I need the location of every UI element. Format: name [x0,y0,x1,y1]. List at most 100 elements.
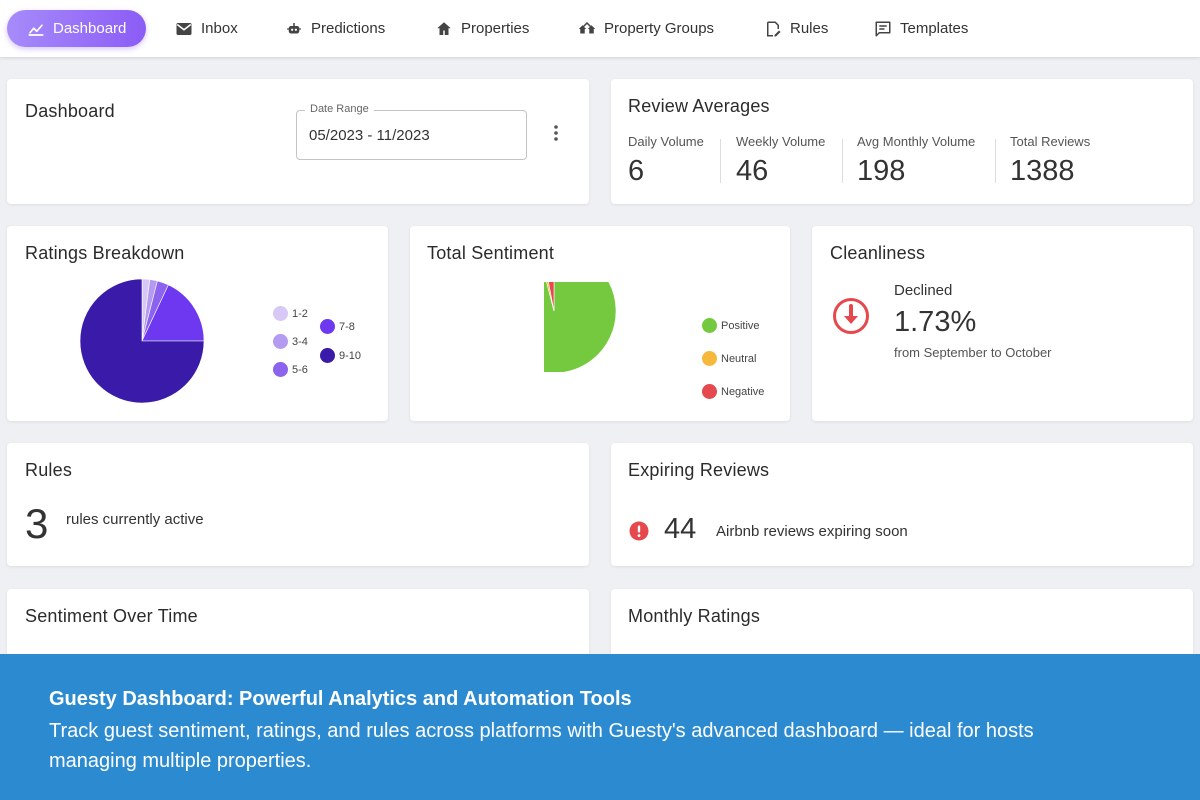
ratings-breakdown-card: Ratings Breakdown 1-2 3-4 5-6 7-8 9-10 [7,226,388,421]
home-icon [437,21,451,35]
date-range-label: Date Range [305,103,374,115]
review-averages-card: Review Averages Daily Volume 6 Weekly Vo… [611,79,1193,204]
nav-label: Property Groups [604,20,715,37]
nav-label: Templates [900,20,969,37]
sentiment-over-time-title: Sentiment Over Time [25,606,198,626]
cleanliness-title: Cleanliness [830,243,926,263]
monthly-ratings-title: Monthly Ratings [628,606,761,626]
edit-note-icon [767,21,781,36]
legend-swatch [273,334,288,349]
legend-item: Negative [702,384,764,399]
nav-templates[interactable]: Templates [874,10,968,47]
arrow-down-circle-icon [833,298,869,334]
total-sentiment-card: Total Sentiment Positive Neutral Negativ… [410,226,790,421]
expiring-reviews-title: Expiring Reviews [628,460,770,480]
cleanliness-caption: from September to October [894,345,1052,360]
legend-item: 7-8 [320,319,355,334]
metric-label: Daily Volume [628,134,704,149]
legend-label: Negative [721,385,765,398]
legend-swatch [273,306,288,321]
total-sentiment-title: Total Sentiment [427,243,555,263]
alert-circle-icon [629,521,649,541]
legend-swatch [320,348,335,363]
nav-dashboard[interactable]: Dashboard [7,10,147,47]
legend-item: 3-4 [273,334,308,349]
divider [842,139,843,183]
pie-slice-positive[interactable] [544,282,616,372]
nav-label: Dashboard [53,20,127,37]
legend-swatch [320,319,335,334]
date-range-field[interactable]: Date Range 05/2023 - 11/2023 [296,103,527,160]
metric-value: 1388 [1010,155,1075,187]
nav-rules[interactable]: Rules [764,10,828,47]
rules-card: Rules 3 rules currently active [7,443,589,566]
nav-label: Inbox [201,20,238,37]
ratings-breakdown-title: Ratings Breakdown [25,243,185,263]
nav-predictions[interactable]: Predictions [285,10,385,47]
metric-avg-monthly-volume: Avg Monthly Volume 198 [857,134,975,188]
legend-label: 7-8 [339,320,355,333]
divider [720,139,721,183]
home-group-icon [578,21,596,33]
banner-text: Track guest sentiment, ratings, and rule… [49,720,1034,772]
nav-inbox[interactable]: Inbox [175,10,238,47]
pie-slice-neutral[interactable] [544,282,555,312]
envelope-icon [176,22,192,35]
cleanliness-card: Cleanliness Declined 1.73% from Septembe… [812,226,1193,421]
ratings-pie-chart [79,278,205,404]
legend-swatch [273,362,288,377]
legend-label: 3-4 [292,335,308,348]
metric-label: Weekly Volume [736,134,826,149]
expiring-reviews-caption: Airbnb reviews expiring soon [716,523,908,540]
nav-label: Properties [461,20,530,37]
legend-swatch [702,384,717,399]
metric-weekly-volume: Weekly Volume 46 [736,134,825,188]
legend-label: 1-2 [292,307,308,320]
metric-label: Avg Monthly Volume [857,134,976,149]
nav-label: Rules [790,20,829,37]
expiring-reviews-card: Expiring Reviews 44 Airbnb reviews expir… [611,443,1193,566]
sentiment-pie-chart [544,282,616,372]
top-nav: Dashboard Inbox Predictions Properties P… [0,0,1200,57]
banner-title: Guesty Dashboard: Powerful Analytics and… [49,688,632,710]
message-template-icon [875,21,891,36]
expiring-reviews-count: 44 [664,513,697,545]
metric-total-reviews: Total Reviews 1388 [1010,134,1090,188]
legend-label: 5-6 [292,363,308,376]
date-range-value: 05/2023 - 11/2023 [309,127,430,144]
cleanliness-status: Declined [894,282,953,299]
pie-slice-7-8[interactable] [141,284,205,342]
page-title: Dashboard [25,101,115,121]
legend-item: Positive [702,318,760,333]
cleanliness-value: 1.73% [894,306,977,338]
metric-daily-volume: Daily Volume 6 [628,134,704,188]
review-averages-title: Review Averages [628,96,770,116]
divider [995,139,996,183]
metric-value: 6 [628,155,645,187]
metric-value: 198 [857,155,906,187]
legend-swatch [702,351,717,366]
metric-value: 46 [736,155,769,187]
legend-item: 9-10 [320,348,361,363]
pie-slice-negative[interactable] [544,282,555,312]
chart-line-icon [28,23,44,36]
nav-property-groups[interactable]: Property Groups [578,10,714,47]
more-options-icon[interactable] [552,124,560,144]
rules-count: 3 [25,500,49,547]
nav-label: Predictions [311,20,386,37]
caption-banner: Guesty Dashboard: Powerful Analytics and… [0,654,1200,800]
legend-item: 5-6 [273,362,308,377]
dashboard-card: Dashboard Date Range 05/2023 - 11/2023 [7,79,589,204]
rules-caption: rules currently active [66,511,204,528]
metric-label: Total Reviews [1010,134,1091,149]
legend-swatch [702,318,717,333]
legend-label: 9-10 [339,349,362,362]
legend-item: 1-2 [273,306,308,321]
rules-title: Rules [25,460,73,480]
robot-icon [287,22,301,33]
pie-slice-9-10[interactable] [79,278,205,404]
legend-label: Positive [721,319,760,332]
legend-label: Neutral [721,352,757,365]
nav-properties[interactable]: Properties [435,10,529,47]
legend-item: Neutral [702,351,756,366]
